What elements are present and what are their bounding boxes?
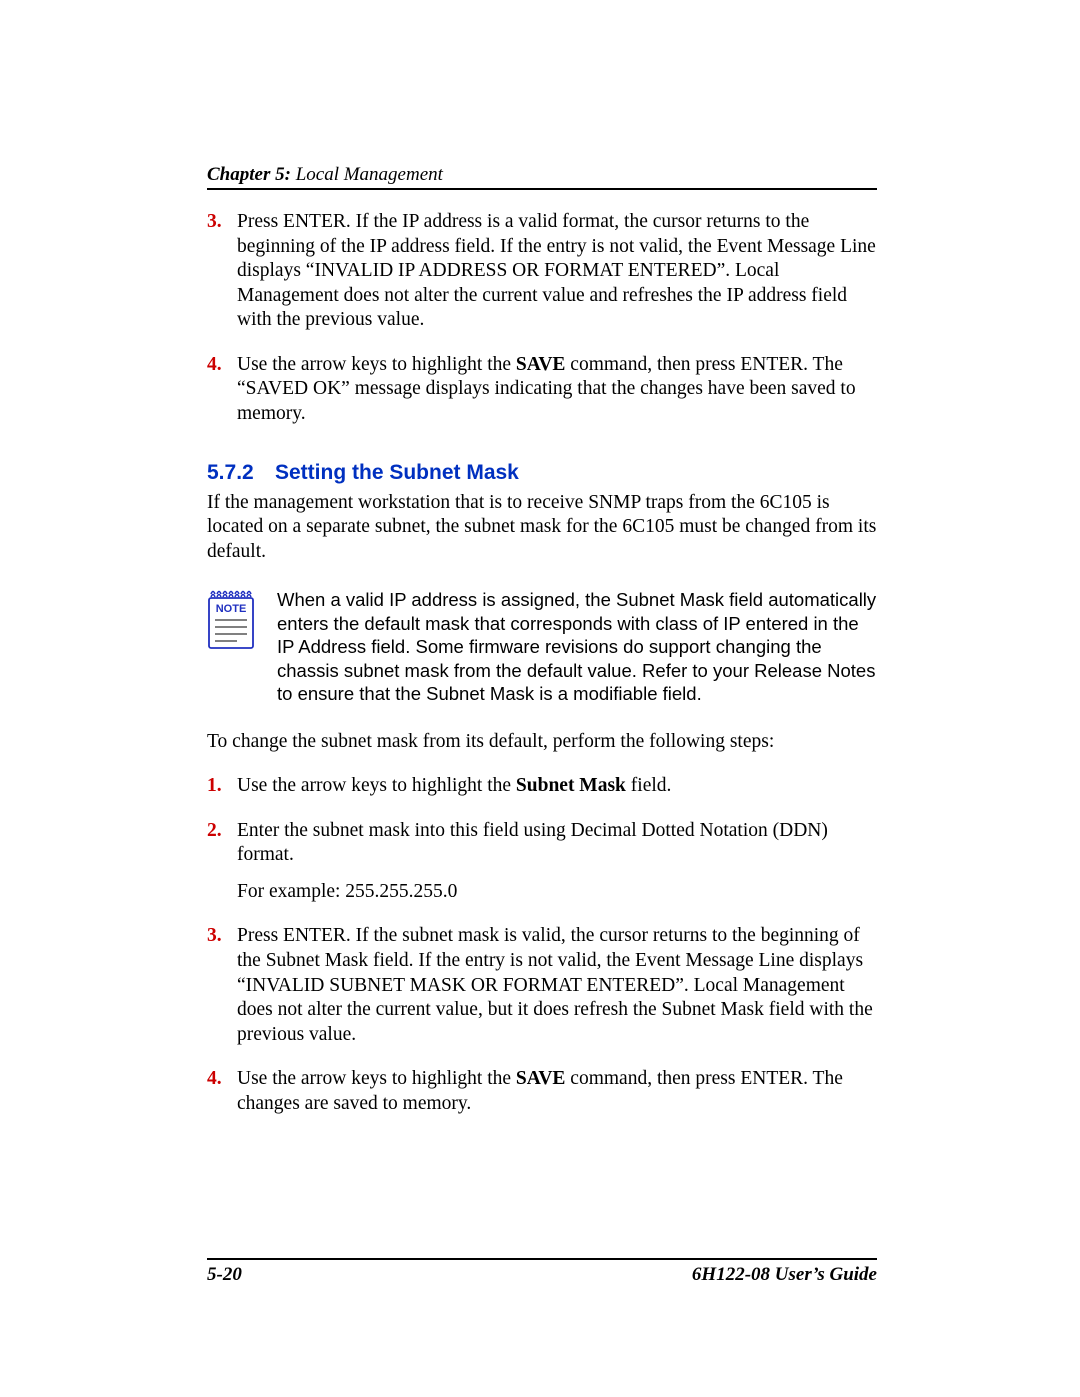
list-paragraph: Use the arrow keys to highlight the SAVE… [237, 1067, 877, 1116]
list-item: 3.Press ENTER. If the IP address is a va… [207, 210, 877, 333]
list-paragraph: Press ENTER. If the IP address is a vali… [237, 210, 877, 333]
ordered-list-a: 3.Press ENTER. If the IP address is a va… [207, 210, 877, 427]
lead-paragraph: To change the subnet mask from its defau… [207, 730, 877, 755]
ordered-list-b: 1.Use the arrow keys to highlight the Su… [207, 774, 877, 1116]
section-title: Setting the Subnet Mask [275, 461, 519, 484]
list-body: Enter the subnet mask into this field us… [237, 819, 877, 905]
list-number: 4. [207, 353, 237, 427]
list-body: Press ENTER. If the IP address is a vali… [237, 210, 877, 333]
list-paragraph: Use the arrow keys to highlight the SAVE… [237, 353, 877, 427]
note-label-text: NOTE [216, 603, 247, 615]
list-body: Use the arrow keys to highlight the SAVE… [237, 353, 877, 427]
section-number: 5.7.2 [207, 461, 275, 485]
bold-text: Subnet Mask [516, 775, 626, 796]
list-paragraph: Use the arrow keys to highlight the Subn… [237, 774, 877, 799]
section-heading: 5.7.2Setting the Subnet Mask [207, 461, 877, 485]
guide-title: 6H122-08 User’s Guide [692, 1264, 877, 1286]
list-body: Use the arrow keys to highlight the SAVE… [237, 1067, 877, 1116]
list-number: 3. [207, 210, 237, 333]
section-intro-paragraph: If the management workstation that is to… [207, 491, 877, 565]
page-footer: 5-20 6H122-08 User’s Guide [207, 1258, 877, 1286]
list-paragraph: Enter the subnet mask into this field us… [237, 819, 877, 868]
bold-text: SAVE [516, 1068, 566, 1089]
list-number: 3. [207, 924, 237, 1047]
list-item: 4.Use the arrow keys to highlight the SA… [207, 1067, 877, 1116]
list-item: 4.Use the arrow keys to highlight the SA… [207, 353, 877, 427]
page-number: 5-20 [207, 1264, 242, 1286]
page: Chapter 5: Local Management 3.Press ENTE… [0, 0, 1080, 1397]
list-paragraph: Press ENTER. If the subnet mask is valid… [237, 924, 877, 1047]
list-item: 1.Use the arrow keys to highlight the Su… [207, 774, 877, 799]
list-number: 1. [207, 774, 237, 799]
list-body: Use the arrow keys to highlight the Subn… [237, 774, 877, 799]
list-item: 2.Enter the subnet mask into this field … [207, 819, 877, 905]
chapter-label: Chapter 5: [207, 164, 291, 185]
list-item: 3.Press ENTER. If the subnet mask is val… [207, 924, 877, 1047]
note-callout: NOTE When a valid IP address is assigned… [207, 588, 877, 705]
list-paragraph: For example: 255.255.255.0 [237, 880, 877, 905]
chapter-title: Local Management [291, 164, 443, 185]
note-text: When a valid IP address is assigned, the… [277, 588, 877, 705]
list-number: 2. [207, 819, 237, 905]
list-body: Press ENTER. If the subnet mask is valid… [237, 924, 877, 1047]
note-icon: NOTE [207, 588, 277, 705]
running-header: Chapter 5: Local Management [207, 164, 877, 190]
bold-text: SAVE [516, 354, 566, 375]
list-number: 4. [207, 1067, 237, 1116]
